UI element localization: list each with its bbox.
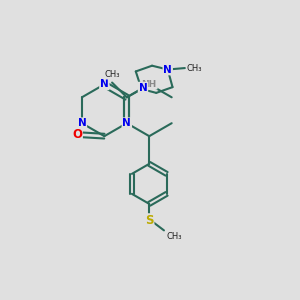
Text: N: N [164, 64, 172, 74]
Text: CH₃: CH₃ [187, 64, 202, 73]
Text: N: N [122, 118, 131, 128]
Text: N: N [100, 79, 109, 89]
Text: N: N [139, 82, 147, 93]
Text: S: S [145, 214, 154, 227]
Text: NH: NH [142, 80, 157, 89]
Text: CH₃: CH₃ [104, 70, 120, 79]
Text: CH₃: CH₃ [166, 232, 182, 241]
Text: O: O [72, 128, 82, 141]
Text: N: N [77, 118, 86, 128]
